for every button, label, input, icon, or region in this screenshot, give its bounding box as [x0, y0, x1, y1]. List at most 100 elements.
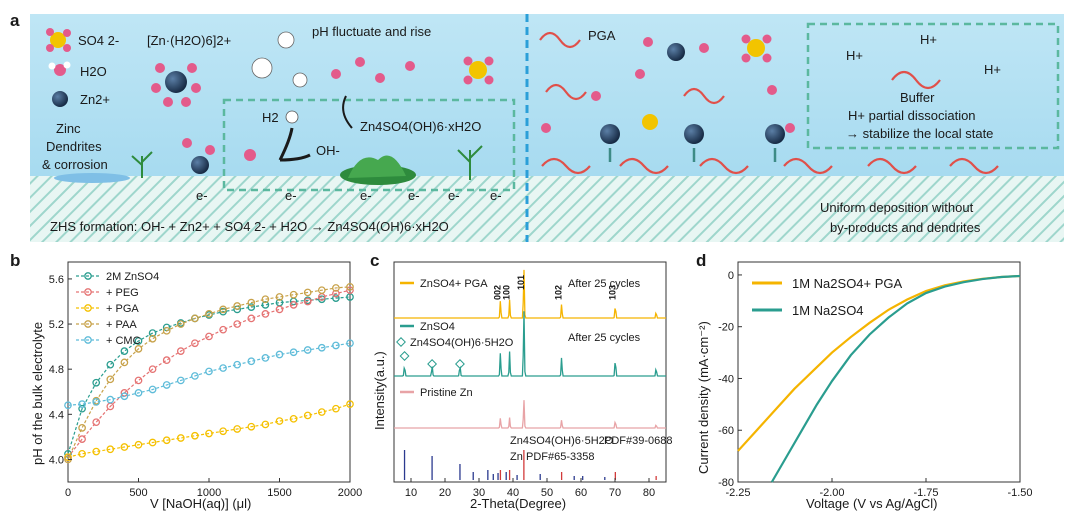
chart-c-ylabel: Intensity(a.u.) [372, 351, 387, 430]
data-point [346, 282, 354, 291]
data-point [120, 358, 129, 367]
data-point [64, 453, 72, 462]
legend-zn-complex-label: [Zn·(H2O)6]2+ [147, 33, 231, 48]
uniform-line-1: Uniform deposition without [820, 200, 974, 215]
data-point [219, 427, 227, 436]
y-tick-label: 0 [728, 270, 734, 282]
pga-chain-icon [891, 70, 941, 90]
chart-d-ticks: -2.25 -2.00 -1.75 -1.50 0 -20 -40 -60 -80 [718, 270, 1032, 499]
data-point [317, 408, 326, 416]
data-point [261, 354, 270, 362]
x-tick-label: -2.25 [725, 487, 750, 499]
data-point [233, 302, 242, 310]
plot-frame-c [393, 261, 667, 483]
zhs-legend-label: Zn4SO4(OH)6·5H2O [410, 337, 514, 349]
data-point [205, 367, 213, 376]
data-point [303, 288, 312, 297]
peak-label: 103 [607, 285, 617, 300]
xrd-pattern-pristine [394, 400, 666, 429]
series-line-3 [67, 286, 351, 460]
chart-b-xlabel: V [NaOH(aq)] (μl) [150, 496, 251, 511]
plot-frame-d [737, 261, 1021, 483]
legend-so4 [46, 28, 71, 52]
data-point [78, 404, 86, 413]
data-point [289, 348, 298, 357]
dendrite-text-1: Zinc [56, 121, 81, 136]
zn-ball-icon [191, 156, 209, 174]
data-point [289, 290, 298, 299]
buffer-line-2: → stabilize the local state [846, 126, 993, 141]
y-tick-label: -20 [718, 322, 734, 334]
xrd-pattern-pga [394, 269, 666, 319]
zhs-peak-marker [455, 359, 465, 369]
series-line-1 [67, 289, 351, 458]
svg-text:e-: e- [448, 188, 460, 203]
reaction-box [222, 98, 516, 192]
h-plus-label: H+ [984, 62, 1001, 77]
h2-bubble-icon [285, 110, 299, 124]
svg-text:e-: e- [408, 188, 420, 203]
lsv-curve-1 [770, 274, 1021, 483]
water-molecules-right [541, 37, 795, 133]
data-point [191, 372, 199, 380]
data-point [205, 310, 213, 318]
x-tick-label: -1.75 [913, 487, 938, 499]
data-point [303, 297, 312, 306]
legend-marker [84, 304, 92, 312]
data-point [219, 307, 227, 316]
data-point [205, 332, 213, 341]
data-point [134, 440, 143, 449]
chart-b-ticks: 0 500 1000 1500 2000 4.0 4.4 4.8 5.2 5.6 [49, 274, 363, 499]
x-tick-label: 1000 [197, 487, 221, 499]
data-point [162, 436, 171, 445]
data-point [303, 411, 312, 420]
chart-d-xlabel: Voltage (V vs Ag/AgCl) [806, 496, 938, 511]
panel-d-label: d [696, 251, 706, 270]
x-tick-label: 60 [575, 487, 587, 499]
series-c-label-2: Pristine Zn [420, 387, 473, 399]
data-point [247, 314, 256, 323]
data-point [233, 360, 242, 369]
data-point [332, 404, 340, 413]
x-tick-label: 500 [129, 487, 147, 499]
legend-label: + CMC [106, 335, 141, 347]
x-tick-label: 1500 [267, 487, 291, 499]
dendrite-icon [131, 145, 483, 180]
data-point [191, 314, 199, 323]
ref-c-name-0: Zn4SO4(OH)6·5H2O [510, 435, 614, 447]
series-d-label-1: 1M Na2SO4 [792, 303, 864, 318]
data-point [261, 301, 270, 309]
data-point [106, 360, 115, 369]
zhs-peak-marker [399, 351, 410, 361]
data-point [148, 365, 157, 374]
ref-c-pdf-0: PDF#39-0688 [604, 435, 673, 447]
data-point [219, 325, 227, 334]
data-point [162, 326, 171, 335]
data-point [162, 356, 171, 365]
chart-c-marks [394, 269, 666, 480]
chart-b-ylabel: pH of the bulk electrolyte [30, 322, 45, 465]
x-tick-label: 2000 [338, 487, 362, 499]
data-point [303, 346, 312, 354]
data-point [148, 438, 157, 447]
data-point [176, 434, 185, 442]
data-point [120, 443, 129, 451]
x-tick-label: 20 [439, 487, 451, 499]
data-point [134, 376, 143, 385]
series-c-label-0: ZnSO4+ PGA [420, 278, 488, 290]
so4-icon [463, 56, 494, 85]
data-point [120, 347, 129, 355]
data-point [261, 310, 270, 318]
buffer-title: Buffer [900, 90, 935, 105]
chart-c-xlabel: 2-Theta(Degree) [470, 496, 566, 511]
data-point [205, 429, 213, 438]
svg-text:e-: e- [285, 188, 297, 203]
data-point [289, 301, 298, 309]
zhs-formation-text: ZHS formation: OH- + Zn2+ + SO4 2- + H2O… [50, 219, 449, 234]
h-plus-label: H+ [846, 48, 863, 63]
data-point [247, 303, 256, 311]
curved-arrow-icon [342, 95, 353, 129]
legend-so4-label: SO4 2- [78, 33, 119, 48]
peak-label: 101 [516, 275, 526, 290]
panel-a-label: a [10, 11, 20, 30]
